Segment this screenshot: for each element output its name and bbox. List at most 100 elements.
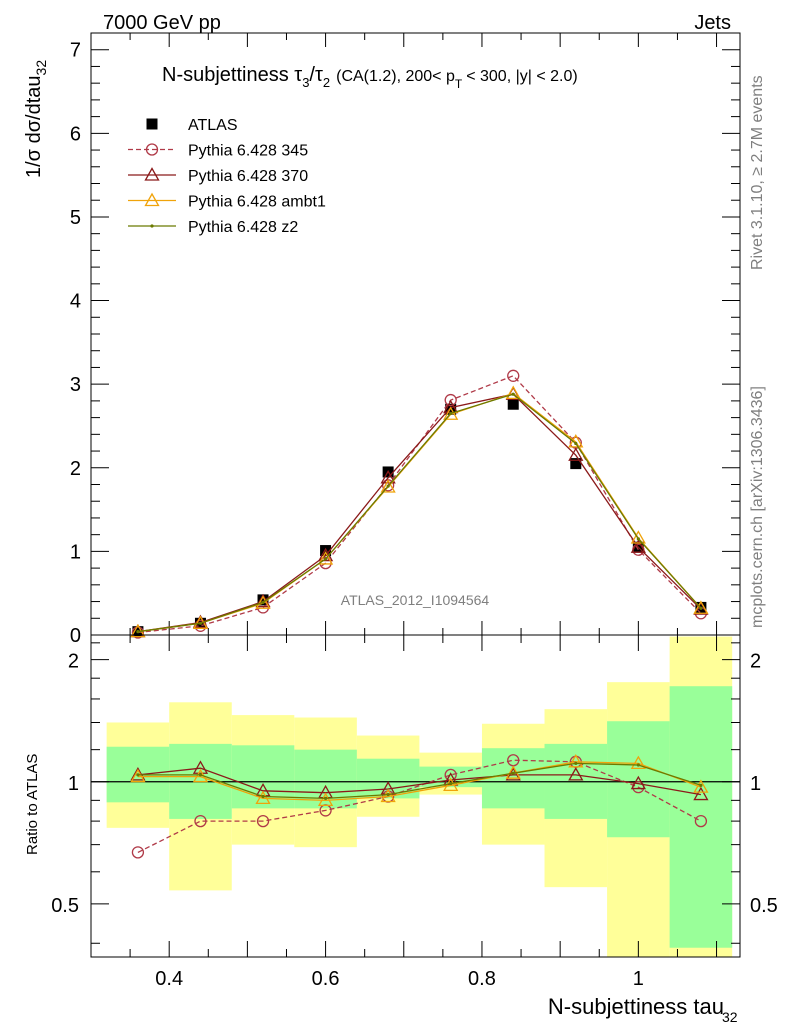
data-point (699, 606, 703, 610)
uncertainty-band-stat (669, 686, 733, 948)
ratio-point (699, 783, 703, 787)
legend-entry: Pythia 6.428 345 (128, 143, 308, 160)
ratio-point (568, 753, 584, 768)
data-point (320, 545, 332, 557)
ratio-point (568, 767, 584, 781)
ratio-line-3 (137, 762, 702, 800)
ratio-point (256, 814, 270, 828)
data-point (380, 469, 396, 484)
data-point (255, 595, 271, 609)
ratio-point (636, 763, 640, 767)
title-slash: / (309, 64, 315, 86)
data-point (136, 630, 140, 634)
ratio-line-1 (137, 767, 702, 796)
data-point (574, 441, 578, 446)
data-point (380, 479, 396, 493)
header-right: Jets (694, 12, 731, 34)
ratio-panel: 0.5 0.5 1 1 2 2 0.4 0.6 0.8 1 (51, 634, 778, 990)
ratio-point (198, 773, 203, 777)
main-ytick-label: 4 (70, 291, 81, 313)
ratio-ytick-label-right: 1 (750, 773, 761, 795)
main-ylabel-text: 1/σ dσ/dtau (23, 75, 45, 178)
data-point (261, 600, 265, 604)
plot-title: N-subjettiness τ3/τ2 (CA(1.2), 200< pT < 3… (162, 64, 578, 91)
main-ytick-label: 5 (70, 207, 81, 229)
header-left: 7000 GeV pp (103, 12, 221, 34)
ratio-point (386, 792, 390, 797)
ratio-xtick-label: 1 (633, 968, 644, 990)
legend-marker (146, 118, 158, 130)
legend-marker (144, 167, 160, 181)
ratio-ylabel: Ratio to ATLAS (24, 754, 41, 855)
data-point (443, 406, 459, 420)
ratio-point (255, 790, 271, 805)
ratio-xtick-label: 0.4 (155, 968, 183, 990)
ratio-point (194, 814, 207, 828)
data-point (507, 398, 519, 410)
legend-entry: ATLAS (146, 117, 238, 134)
main-ytick-label: 6 (70, 123, 81, 145)
title-cuts-a: (CA(1.2), 200< p (336, 68, 455, 85)
uncertainty-band-stat (356, 758, 420, 799)
data-point (257, 594, 269, 606)
ratio-xlabel-sub: 32 (722, 1009, 738, 1024)
ratio-point (380, 788, 396, 803)
data-point (636, 537, 640, 541)
legend-entry: Pythia 6.428 370 (128, 167, 308, 185)
title-tau2: τ (315, 64, 323, 86)
analysis-label: ATLAS_2012_I1094564 (341, 592, 490, 608)
legend-marker (144, 192, 160, 207)
data-point (568, 447, 584, 461)
data-point (449, 411, 453, 416)
ratio-point (130, 767, 146, 781)
legend-label: Pythia 6.428 370 (188, 168, 308, 185)
ratio-xlabel: N-subjettiness tau (548, 994, 724, 1019)
legend-marker (150, 224, 154, 228)
ratio-point (694, 814, 708, 828)
ratio-point (693, 786, 709, 801)
legend-entry: Pythia 6.428 ambt1 (128, 192, 326, 211)
ratio-point (136, 773, 140, 777)
legend-marker (145, 143, 159, 156)
data-point (505, 385, 521, 400)
ratio-point (630, 755, 646, 770)
title-cuts-b: < 300, |y| < 2.0) (466, 68, 578, 85)
ratio-point (574, 761, 578, 765)
legend-label: ATLAS (188, 117, 238, 134)
data-point (630, 530, 646, 544)
ratio-point (693, 779, 709, 793)
ratio-point (131, 846, 145, 859)
data-point (323, 557, 328, 561)
ratio-xtick-label: 0.8 (468, 968, 496, 990)
main-ytick-label: 0 (70, 625, 81, 647)
ratio-frame-top (90, 634, 741, 958)
ratio-ytick-label: 1 (68, 773, 79, 795)
ratio-xlabel-text: N-subjettiness tau (548, 994, 724, 1019)
main-ytick-label: 1 (70, 541, 81, 563)
ratio-point (261, 794, 265, 799)
series-line-4 (137, 393, 702, 633)
data-point (444, 393, 457, 407)
main-ytick-label: 7 (70, 40, 81, 62)
ratio-ytick-label-right: 0.5 (750, 895, 778, 917)
ratio-point (323, 796, 328, 801)
main-ytick-label: 2 (70, 458, 81, 480)
data-point (630, 539, 646, 553)
ratio-xtick-label: 0.6 (312, 968, 340, 990)
ratio-line-2 (137, 761, 702, 802)
ratio-point (130, 768, 146, 783)
ratio-ytick-label: 2 (68, 651, 79, 673)
uncertainty-band-stat (607, 721, 670, 838)
series-line-2 (137, 393, 702, 633)
data-point (693, 600, 709, 614)
title-tau3: τ (294, 64, 302, 86)
main-ylabel-sub: 32 (33, 60, 49, 76)
main-ylabel: 1/σ dσ/dtau32 (23, 60, 49, 178)
data-point (570, 458, 582, 470)
title-sub2: 2 (323, 75, 330, 90)
legend-entry: Pythia 6.428 z2 (128, 219, 298, 236)
legend-label: Pythia 6.428 ambt1 (188, 194, 326, 211)
data-point (198, 621, 203, 625)
legend: ATLAS Pythia 6.428 345 Pythia 6.428 370 Pyt… (128, 117, 326, 236)
data-point (511, 392, 515, 396)
